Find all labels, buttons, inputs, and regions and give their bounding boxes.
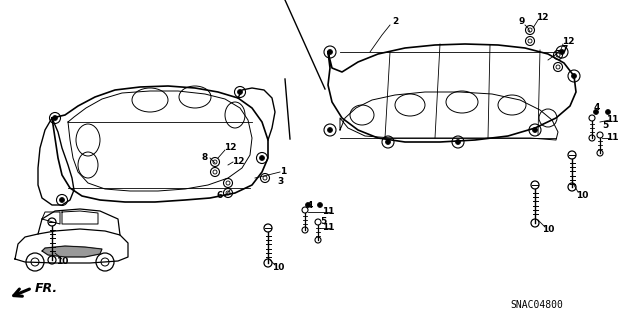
Text: 7: 7 <box>562 46 568 55</box>
Circle shape <box>305 203 310 207</box>
Text: 11: 11 <box>605 115 618 124</box>
Circle shape <box>317 203 323 207</box>
Text: 8: 8 <box>202 153 208 162</box>
Text: 11: 11 <box>322 224 334 233</box>
Text: 4: 4 <box>594 103 600 113</box>
Text: 10: 10 <box>542 226 554 234</box>
Text: FR.: FR. <box>35 281 58 294</box>
Text: 12: 12 <box>224 144 236 152</box>
Circle shape <box>605 109 611 115</box>
Circle shape <box>572 73 577 78</box>
Circle shape <box>328 128 333 132</box>
Text: 9: 9 <box>519 18 525 26</box>
Text: 1: 1 <box>280 167 286 176</box>
Circle shape <box>328 49 333 55</box>
Text: 10: 10 <box>272 263 284 272</box>
Text: 3: 3 <box>277 177 283 187</box>
Text: 4: 4 <box>307 201 313 210</box>
Circle shape <box>559 49 564 55</box>
Text: SNAC04800: SNAC04800 <box>510 300 563 310</box>
Polygon shape <box>42 246 102 257</box>
Text: 11: 11 <box>605 133 618 143</box>
Circle shape <box>259 155 264 160</box>
Circle shape <box>385 139 390 145</box>
Circle shape <box>60 197 65 203</box>
Text: 10: 10 <box>56 257 68 266</box>
Circle shape <box>456 139 461 145</box>
Circle shape <box>593 109 598 115</box>
Text: 2: 2 <box>392 18 398 26</box>
Text: 6: 6 <box>217 191 223 201</box>
Circle shape <box>532 128 538 132</box>
Circle shape <box>52 115 58 121</box>
Text: 11: 11 <box>322 207 334 217</box>
Text: 5: 5 <box>320 218 326 226</box>
Text: 10: 10 <box>576 190 588 199</box>
Text: 12: 12 <box>536 13 548 23</box>
Circle shape <box>237 90 243 94</box>
Text: 12: 12 <box>562 38 574 47</box>
Text: 12: 12 <box>232 158 244 167</box>
Text: 5: 5 <box>602 121 608 130</box>
